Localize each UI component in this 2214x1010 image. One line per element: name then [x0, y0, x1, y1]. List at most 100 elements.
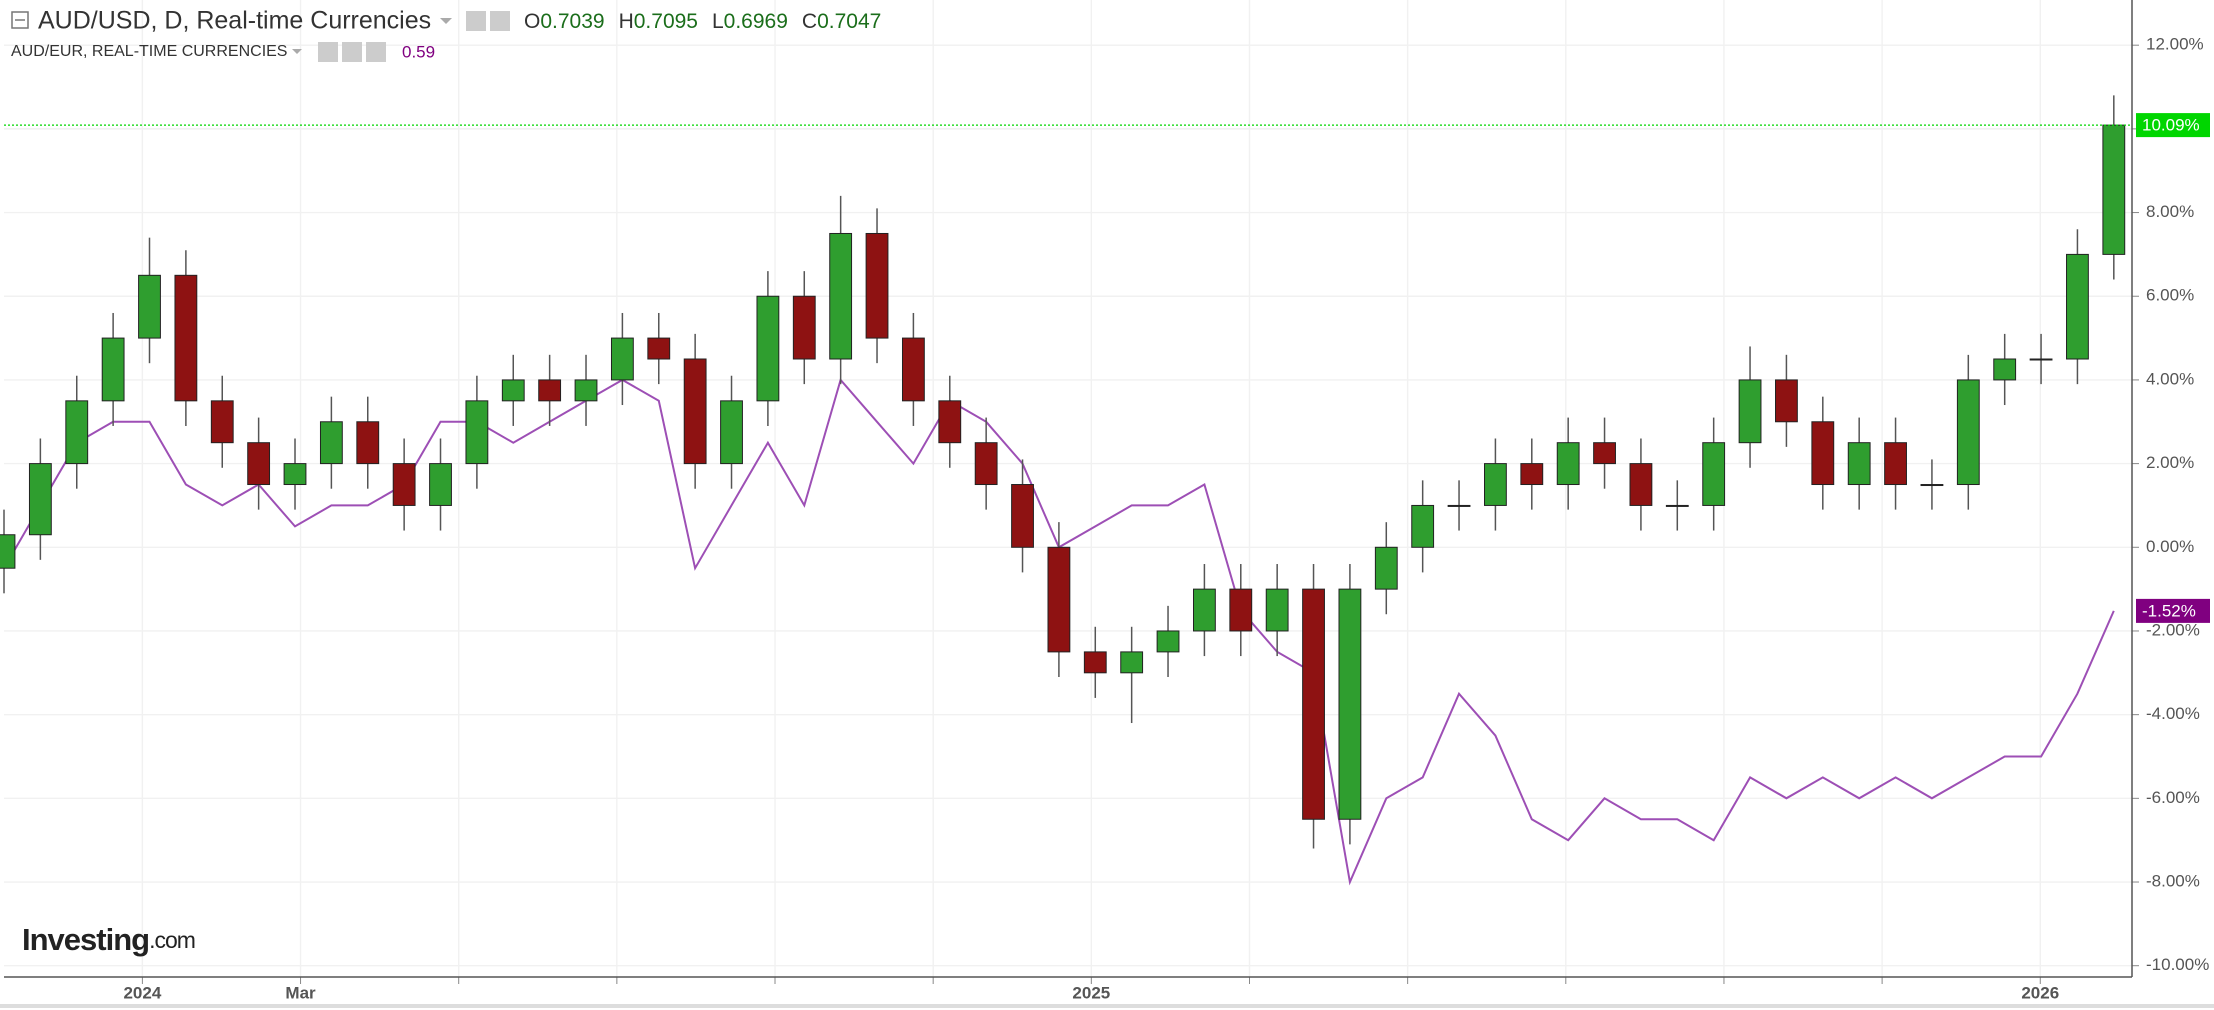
candle-body [465, 400, 489, 465]
candle-body [574, 379, 598, 402]
candle-body [610, 337, 634, 381]
candle-body [1847, 442, 1871, 486]
candle-body [2029, 358, 2053, 361]
y-tick-label: -2.00% [2146, 620, 2200, 639]
candle-body [2102, 124, 2126, 255]
ohlc-value: 0.7039 [540, 10, 604, 33]
candle-body [792, 295, 816, 360]
x-tick-label: 2025 [1072, 983, 1110, 1002]
candle-body [1556, 442, 1580, 486]
candle-body [538, 379, 562, 402]
last-value-label: -1.52% [2142, 601, 2196, 620]
candle-body [247, 442, 271, 486]
candle-body [2066, 253, 2089, 360]
candle-body [356, 421, 380, 465]
candle-body [865, 232, 889, 339]
candle-body [1302, 588, 1325, 820]
visibility-icon[interactable] [318, 42, 338, 62]
dropdown-arrow[interactable] [440, 18, 452, 24]
x-tick-label: Mar [285, 983, 316, 1002]
ohlc-label: C [802, 10, 817, 33]
last-value-box [2136, 113, 2210, 138]
candle-body [392, 463, 416, 506]
compare-value: 0.59 [402, 42, 435, 61]
collapse-icon[interactable] [11, 11, 29, 29]
ohlc-value: 0.7095 [634, 10, 698, 33]
candle-body [938, 400, 962, 444]
candle-body [647, 337, 671, 360]
candle-body [174, 274, 198, 402]
y-tick-label: -6.00% [2146, 788, 2200, 807]
candle-body [683, 358, 707, 465]
dropdown-arrow[interactable] [292, 49, 302, 54]
candle-body [319, 421, 343, 465]
candle-body [1884, 442, 1907, 486]
candle-body [1265, 588, 1289, 632]
settings-icon[interactable] [342, 42, 362, 62]
y-tick-label: 0.00% [2146, 537, 2194, 556]
last-value-box [2136, 598, 2210, 623]
ohlc-label: O [524, 10, 540, 33]
candle-body [283, 463, 307, 486]
logo-suffix: .com [149, 927, 195, 953]
candle-body [1811, 421, 1835, 486]
candle-body [501, 379, 525, 402]
logo: Investing.com [22, 922, 195, 957]
last-value-label: 10.09% [2142, 116, 2200, 135]
candle-body [1047, 546, 1071, 653]
candle-body [1629, 463, 1653, 506]
candle-body [1775, 379, 1798, 423]
candle-body [138, 274, 161, 339]
candle-body [1738, 379, 1762, 444]
ohlc-label: L [712, 10, 724, 33]
candle-body [1156, 630, 1180, 653]
y-tick-label: 2.00% [2146, 453, 2194, 472]
candle-body [756, 295, 780, 402]
compare-series-title: AUD/EUR, REAL-TIME CURRENCIES [11, 43, 287, 60]
y-tick-label: -10.00% [2146, 955, 2209, 974]
candle-body [1702, 442, 1726, 506]
candle-body [65, 400, 89, 465]
candle-body [1011, 484, 1034, 548]
ohlc-label: H [619, 10, 634, 33]
candle-body [1520, 463, 1544, 486]
y-tick-label: -8.00% [2146, 872, 2200, 891]
ohlc-values: O0.7039 H0.7095 L0.6969 C0.7047 [524, 10, 881, 33]
candle-body [1993, 358, 2017, 381]
candle-body [1083, 651, 1107, 674]
candle-body [0, 534, 16, 569]
ohlc-value: 0.7047 [817, 10, 881, 33]
remove-icon[interactable] [366, 42, 386, 62]
x-tick-label: 2024 [123, 983, 161, 1002]
y-tick-label: -4.00% [2146, 704, 2200, 723]
candle-body [429, 463, 452, 506]
candle-body [1411, 504, 1435, 548]
y-tick-label: 6.00% [2146, 286, 2194, 305]
candle-body [1338, 588, 1362, 820]
visibility-icon[interactable] [466, 11, 486, 31]
candle-body [28, 463, 52, 536]
settings-icon[interactable] [490, 11, 510, 31]
logo-text: Investing [22, 922, 149, 957]
candle-body [1665, 504, 1689, 507]
y-tick-label: 4.00% [2146, 369, 2194, 388]
candle-body [210, 400, 234, 444]
candle-body [101, 337, 125, 402]
candle-body [1447, 504, 1471, 507]
y-tick-label: 8.00% [2146, 202, 2194, 221]
y-tick-label: 12.00% [2146, 35, 2204, 54]
candle-body [1120, 651, 1144, 674]
candle-body [1192, 588, 1216, 632]
candle-body [1920, 484, 1944, 487]
candle-body [901, 337, 925, 402]
candle-body [1484, 463, 1507, 506]
candle-body [1956, 379, 1980, 486]
candle-body [1374, 546, 1398, 590]
ohlc-value: 0.6969 [724, 10, 788, 33]
candle-body [829, 232, 853, 360]
candle-body [1229, 588, 1253, 632]
candle-body [720, 400, 743, 465]
candle-body [1593, 442, 1616, 465]
